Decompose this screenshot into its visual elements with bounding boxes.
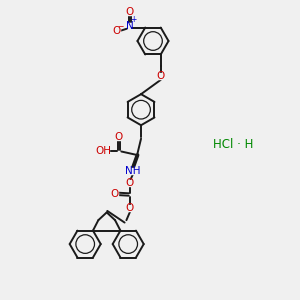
- Text: O: O: [125, 7, 133, 17]
- Text: OH: OH: [95, 146, 111, 157]
- Bar: [125, 9, 134, 15]
- Bar: [127, 205, 133, 211]
- Text: N: N: [126, 21, 134, 31]
- Text: O: O: [126, 178, 134, 188]
- Text: +: +: [131, 15, 137, 24]
- Text: −: −: [117, 22, 123, 31]
- Bar: [116, 134, 122, 140]
- Bar: [158, 73, 164, 79]
- Bar: [127, 180, 133, 186]
- Bar: [95, 148, 109, 154]
- Bar: [112, 28, 120, 34]
- Text: O: O: [115, 132, 123, 142]
- Text: O: O: [110, 189, 118, 199]
- Text: O: O: [126, 203, 134, 213]
- Text: NH: NH: [125, 166, 141, 176]
- Text: O: O: [112, 26, 120, 36]
- Bar: [111, 191, 118, 197]
- Bar: [127, 168, 139, 174]
- Text: HCl · H: HCl · H: [213, 137, 254, 151]
- Text: O: O: [157, 71, 165, 81]
